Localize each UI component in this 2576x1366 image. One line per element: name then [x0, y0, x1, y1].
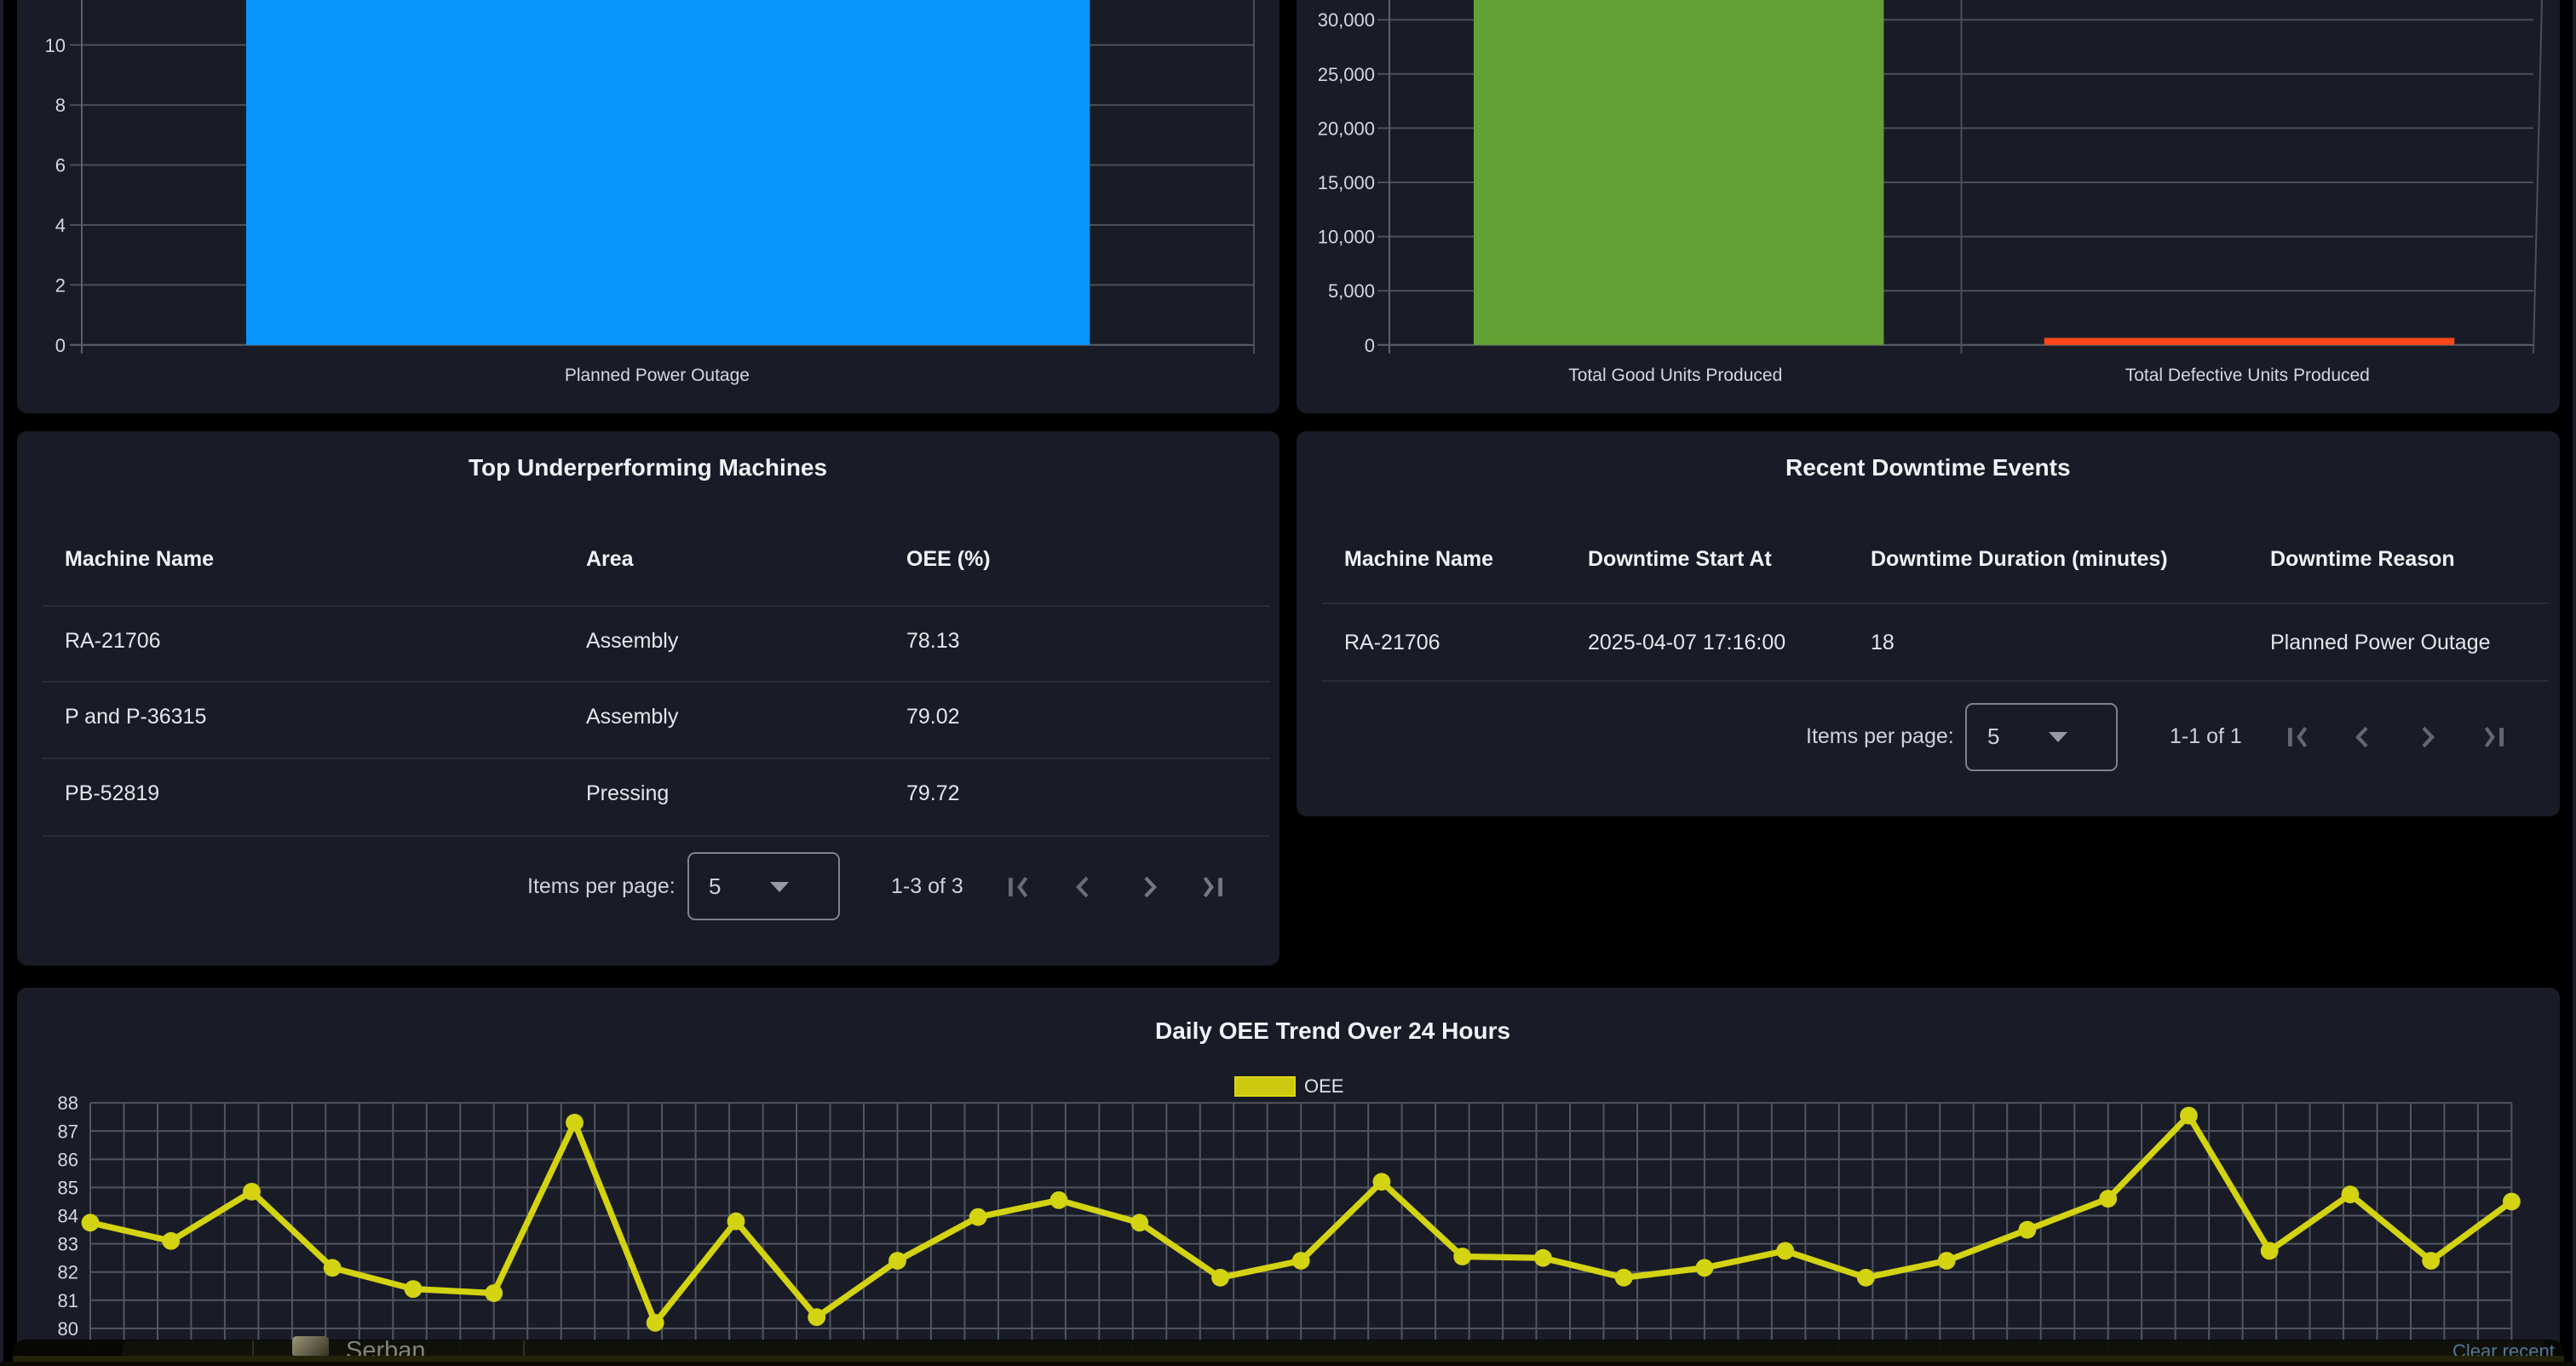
svg-text:85: 85 — [58, 1178, 78, 1199]
svg-text:80: 80 — [58, 1318, 78, 1340]
svg-text:8: 8 — [55, 95, 66, 116]
svg-text:83: 83 — [58, 1234, 78, 1255]
svg-text:20,000: 20,000 — [1318, 118, 1375, 139]
svg-text:88: 88 — [58, 1092, 78, 1114]
svg-text:2: 2 — [55, 274, 66, 296]
svg-text:30,000: 30,000 — [1318, 9, 1375, 31]
svg-text:5,000: 5,000 — [1328, 280, 1375, 302]
svg-text:82: 82 — [58, 1262, 78, 1283]
svg-text:15,000: 15,000 — [1318, 172, 1375, 193]
svg-text:10,000: 10,000 — [1318, 227, 1375, 248]
svg-text:25,000: 25,000 — [1318, 64, 1375, 85]
svg-text:0: 0 — [1365, 335, 1375, 356]
svg-text:81: 81 — [58, 1290, 78, 1311]
svg-text:6: 6 — [55, 155, 66, 176]
svg-text:0: 0 — [55, 335, 66, 356]
svg-text:86: 86 — [58, 1149, 78, 1170]
svg-text:84: 84 — [58, 1206, 78, 1227]
svg-text:10: 10 — [45, 35, 66, 56]
svg-text:Total Defective Units Produced: Total Defective Units Produced — [2125, 366, 2370, 385]
svg-text:87: 87 — [58, 1121, 78, 1142]
svg-text:Total Good Units Produced: Total Good Units Produced — [1568, 366, 1782, 385]
svg-text:Planned Power Outage: Planned Power Outage — [565, 366, 750, 385]
svg-text:4: 4 — [55, 215, 66, 236]
